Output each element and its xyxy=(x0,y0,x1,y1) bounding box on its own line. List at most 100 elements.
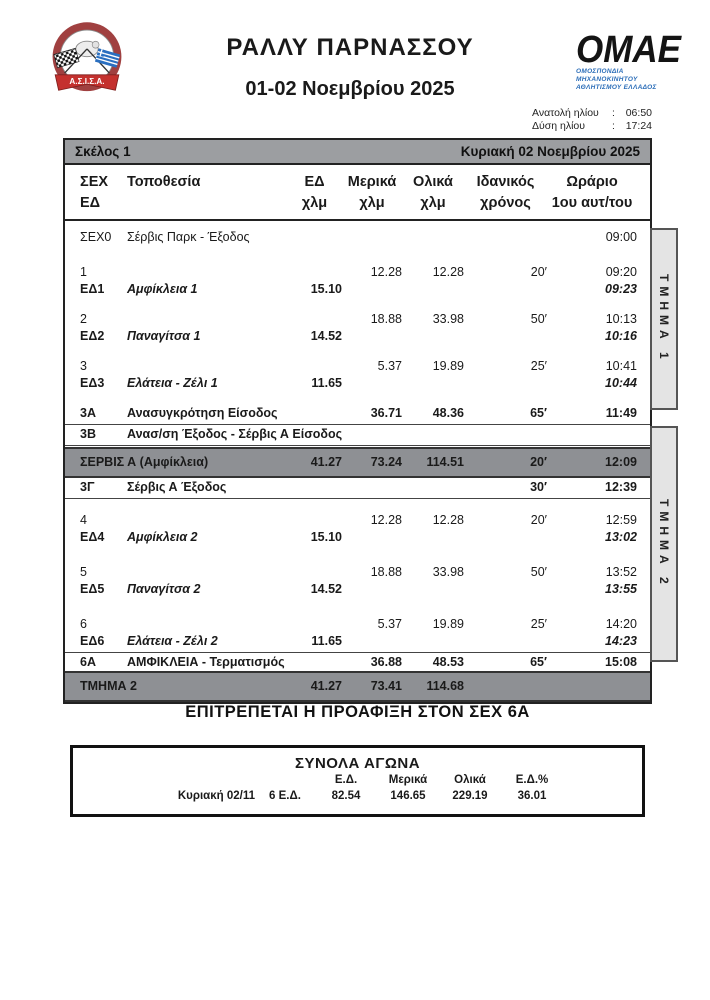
cell-partial-km xyxy=(342,581,402,598)
cell-partial-km: 36.71 xyxy=(370,406,402,420)
asisa-club-logo: Α.Σ.Ι.Σ.Α. xyxy=(44,18,130,104)
totals-header-pct: Ε.Δ.% xyxy=(515,774,549,786)
cell-total-km: 48.53 xyxy=(432,655,464,669)
cell-ideal-time: 20′ xyxy=(530,455,547,469)
cell-partial-km xyxy=(342,375,402,392)
badge-club-initials: Α.Σ.Ι.Σ.Α. xyxy=(69,77,104,86)
cell-location: Ανασυγκρότηση Είσοδος xyxy=(127,406,278,420)
cell-sex-ed: 2 xyxy=(80,312,87,326)
cell-location xyxy=(127,564,287,581)
cell-ideal-time xyxy=(464,426,547,443)
totals-value-row: Κυριακή 02/11 6 Ε.Δ. 82.54 146.65 229.19… xyxy=(73,788,642,804)
cell-location xyxy=(127,264,287,281)
cell-location xyxy=(127,512,287,529)
cell-ed-km: 11.65 xyxy=(311,634,342,648)
sunset-row: Δύση ηλίου : 17:24 xyxy=(532,120,652,132)
cell-partial-km: 18.88 xyxy=(370,312,402,326)
cell-first-car-time: 12:09 xyxy=(605,455,637,469)
cell-sex-ed: ΕΔ5 xyxy=(80,582,105,596)
cell-location: Παναγίτσα 1 xyxy=(127,329,201,343)
table-row: 6Α ΑΜΦΙΚΛΕΙΑ - Τερματισμός 36.88 48.53 65′ 15… xyxy=(65,654,650,671)
totals-header-partial: Μερικά xyxy=(388,774,428,786)
cell-ideal-time: 25′ xyxy=(530,617,547,631)
cell-location: Ελάτεια - Ζέλι 1 xyxy=(127,376,218,390)
column-partial-km: Μερικά χλμ xyxy=(347,174,397,211)
cell-ed-km: 15.10 xyxy=(310,282,342,296)
cell-location xyxy=(127,616,287,633)
cell-first-car-time: 13:02 xyxy=(605,530,637,544)
cell-ideal-time xyxy=(464,229,547,246)
cell-first-car-time: 10:44 xyxy=(605,376,637,390)
table-row: ΕΔ5 Παναγίτσα 2 14.52 13:55 xyxy=(65,581,650,598)
sunrise-row: Ανατολή ηλίου : 06:50 xyxy=(532,107,652,119)
cell-sex-ed: ΕΔ4 xyxy=(80,530,105,544)
cell-sex-ed: ΕΔ1 xyxy=(80,282,105,296)
cell-total-km xyxy=(402,633,464,650)
cell-ideal-time xyxy=(464,678,547,695)
cell-partial-km: 36.88 xyxy=(370,655,402,669)
column-ed-km: ΕΔ χλμ xyxy=(301,174,328,211)
table-row: 3 5.37 19.89 25′ 10:41 xyxy=(65,358,650,375)
cell-total-km xyxy=(402,426,464,443)
cell-partial-km: 12.28 xyxy=(370,513,402,527)
totals-title: ΣΥΝΟΛΑ ΑΓΩΝΑ xyxy=(294,755,421,772)
cell-total-km xyxy=(402,529,464,546)
cell-ed-km: 41.27 xyxy=(310,679,342,693)
cell-ed-km xyxy=(287,616,342,633)
cell-ideal-time: 65′ xyxy=(530,406,547,420)
table-row: 3Γ Σέρβις Α Έξοδος 30′ 12:39 xyxy=(65,479,650,499)
section-tab-tmima-1: ΤΜΗΜΑ 1 xyxy=(650,228,678,410)
event-date: 01-02 Νοεμβρίου 2025 xyxy=(245,78,455,100)
cell-total-km: 33.98 xyxy=(432,565,464,579)
cell-location: Αμφίκλεια 2 xyxy=(127,530,198,544)
totals-ed-pct: 36.01 xyxy=(517,790,547,802)
cell-ed-km xyxy=(287,358,342,375)
cell-total-km: 12.28 xyxy=(432,265,464,279)
table-row: 2 18.88 33.98 50′ 10:13 xyxy=(65,311,650,328)
cell-ideal-time: 25′ xyxy=(530,359,547,373)
itinerary-table: Σκέλος 1 Κυριακή 02 Νοεμβρίου 2025 ΣΕΧ ΕΔ… xyxy=(63,138,652,704)
sun-times: Ανατολή ηλίου : 06:50 Δύση ηλίου : 17:24 xyxy=(532,107,652,133)
cell-total-km xyxy=(402,281,464,298)
event-title: ΡΑΛΛΥ ΠΑΡΝΑΣΣΟΥ xyxy=(226,34,474,61)
table-row: 1 12.28 12.28 20′ 09:20 xyxy=(65,264,650,281)
cell-first-car-time: 09:23 xyxy=(605,282,637,296)
column-headers: ΣΕΧ ΕΔ Τοποθεσία ΕΔ χλμ Μερικά χλμ Ολικά χλμ Ιδα… xyxy=(65,165,650,221)
totals-partial-km: 146.65 xyxy=(390,790,426,802)
table-row: ΕΔ4 Αμφίκλεια 2 15.10 13:02 xyxy=(65,529,650,546)
table-row: 5 18.88 33.98 50′ 13:52 xyxy=(65,564,650,581)
cell-partial-km: 5.37 xyxy=(377,359,402,373)
table-row: ΣΕΧ0 Σέρβις Παρκ - Έξοδος 09:00 xyxy=(65,229,650,246)
cell-ideal-time xyxy=(464,633,547,650)
cell-ideal-time: 20′ xyxy=(530,513,547,527)
cell-ideal-time xyxy=(464,375,547,392)
cell-partial-km xyxy=(342,328,402,345)
leg-date: Κυριακή 02 Νοεμβρίου 2025 xyxy=(460,144,640,159)
cell-ed-km xyxy=(287,479,342,496)
cell-first-car-time: 09:00 xyxy=(605,230,637,244)
cell-location xyxy=(127,358,287,375)
itinerary-rows: ΣΕΧ0 Σέρβις Παρκ - Έξοδος 09:00 1 12.28 12.28… xyxy=(65,221,650,702)
cell-ed-km xyxy=(287,512,342,529)
cell-sex-ed: 3Β xyxy=(80,427,96,441)
cell-ed-km: 41.27 xyxy=(310,455,342,469)
cell-sex-ed: ΣΕΡΒΙΣ Α (Αμφίκλεια) xyxy=(80,455,209,469)
cell-ed-km xyxy=(287,405,342,422)
cell-total-km xyxy=(402,229,464,246)
cell-ed-km xyxy=(287,264,342,281)
table-row: ΕΔ3 Ελάτεια - Ζέλι 1 11.65 10:44 xyxy=(65,375,650,392)
leg-header-bar: Σκέλος 1 Κυριακή 02 Νοεμβρίου 2025 xyxy=(65,140,650,165)
cell-ideal-time xyxy=(464,581,547,598)
cell-location: Παναγίτσα 2 xyxy=(127,582,201,596)
cell-ideal-time: 50′ xyxy=(530,312,547,326)
cell-sex-ed: ΕΔ3 xyxy=(80,376,105,390)
cell-ed-km xyxy=(287,229,342,246)
cell-first-car-time: 10:13 xyxy=(605,312,637,326)
cell-partial-km xyxy=(342,229,402,246)
table-row: ΕΔ2 Παναγίτσα 1 14.52 10:16 xyxy=(65,328,650,345)
column-total-km: Ολικά χλμ xyxy=(413,174,453,211)
table-row: 6 5.37 19.89 25′ 14:20 xyxy=(65,616,650,633)
cell-partial-km xyxy=(342,426,402,443)
column-location: Τοποθεσία xyxy=(127,174,201,190)
